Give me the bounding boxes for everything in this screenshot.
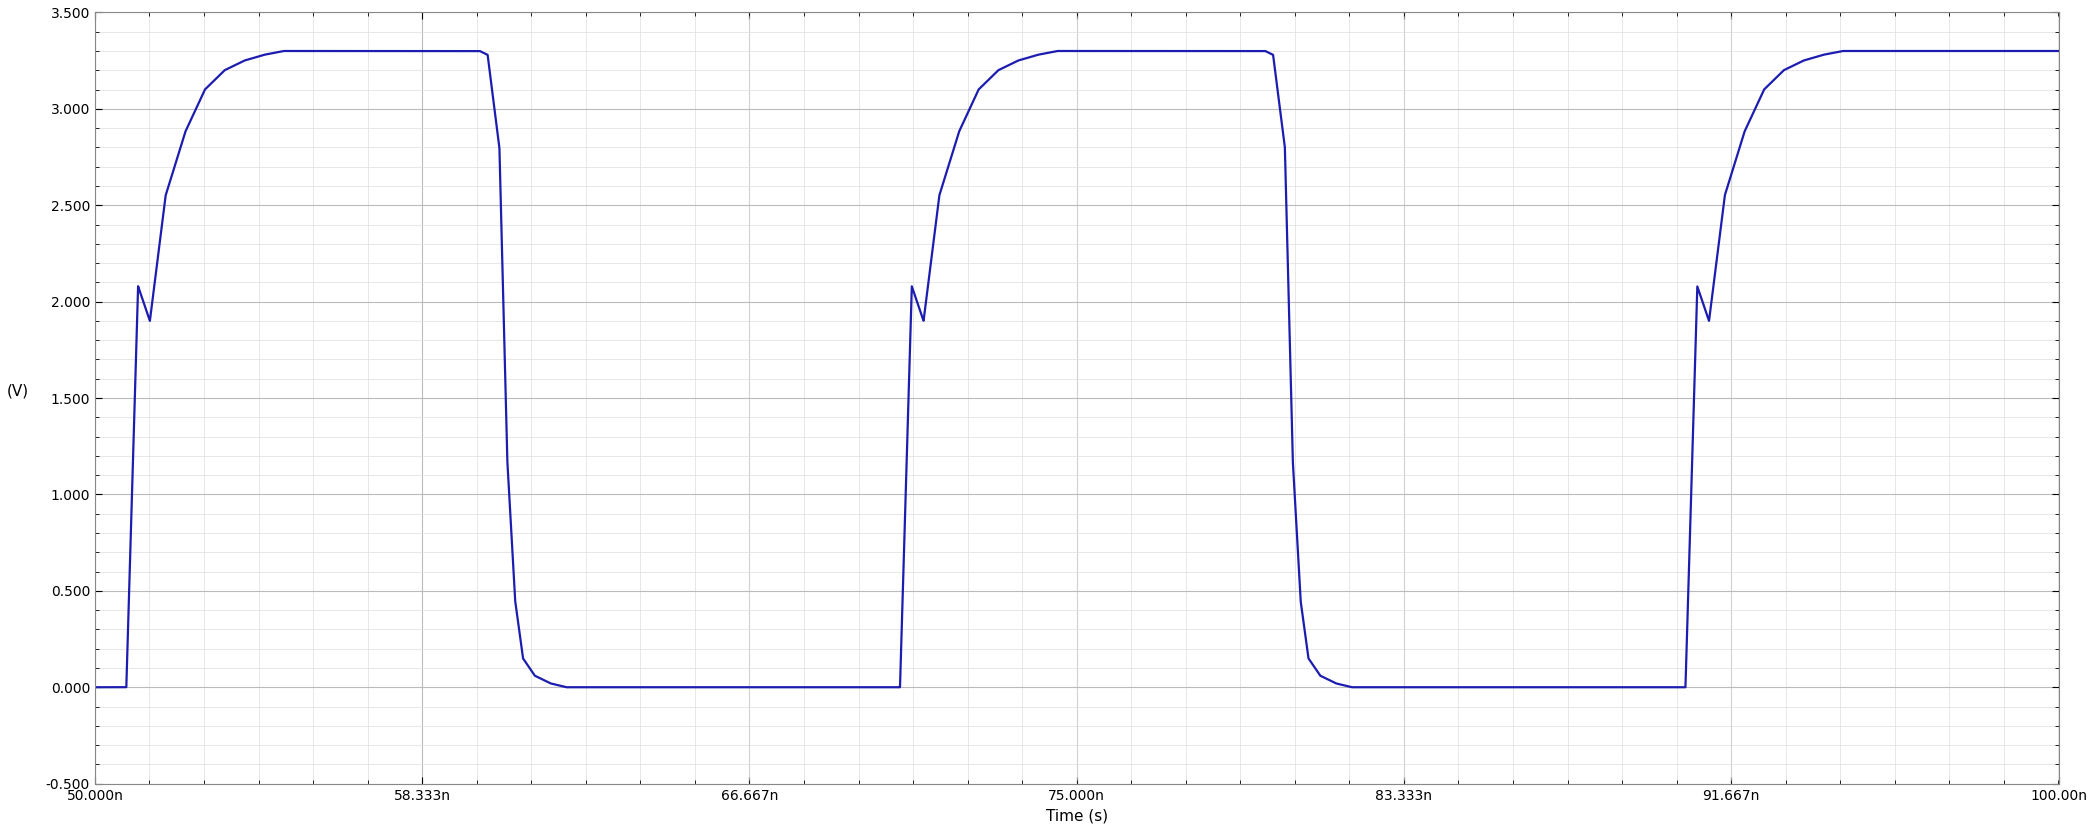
Y-axis label: (V): (V)	[6, 383, 29, 398]
X-axis label: Time (s): Time (s)	[1045, 808, 1108, 823]
